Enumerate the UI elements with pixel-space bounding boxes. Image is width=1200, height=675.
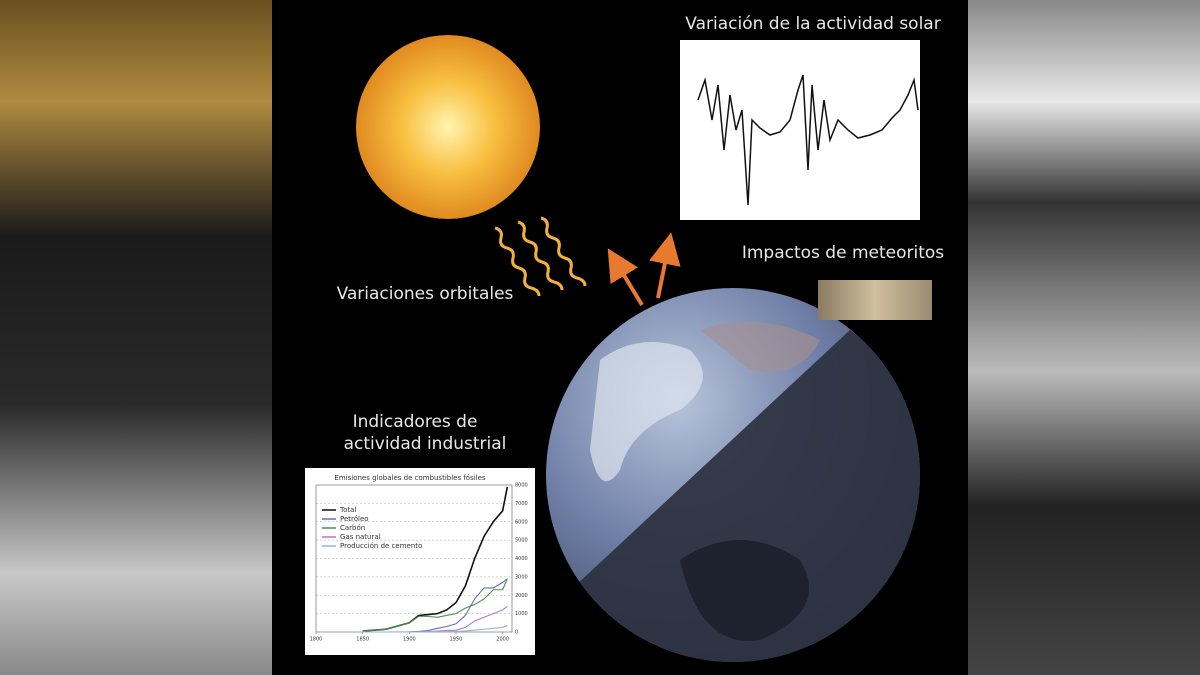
orbital-waves: [494, 216, 587, 297]
legend-label: Gas natural: [340, 533, 381, 541]
y-tick-label: 0: [515, 630, 518, 636]
x-tick-label: 1800: [310, 637, 323, 643]
label: Variaciones orbitales: [337, 284, 514, 304]
y-tick-label: 7000: [515, 501, 528, 507]
x-tick-label: 1950: [450, 637, 463, 643]
legend-label: Producción de cemento: [340, 542, 422, 550]
label: actividad industrial: [344, 434, 507, 454]
y-tick-label: 2000: [515, 593, 528, 599]
solar-signal: [697, 74, 919, 206]
y-tick-label: 8000: [515, 483, 528, 489]
sun: [356, 35, 540, 219]
blurred-side: [0, 0, 272, 675]
blurred-side: [968, 0, 1200, 675]
reflection-arrow: [607, 248, 644, 307]
y-tick-label: 6000: [515, 519, 528, 525]
legend-label: Carbón: [340, 524, 365, 532]
meteorite-photo: [818, 280, 932, 320]
reflection-arrow: [649, 232, 681, 299]
emissions-chart: 0 1000 2000 3000 4000 5000 6000 7000 8000 1800 185…: [310, 483, 528, 643]
label: Indicadores de: [353, 412, 478, 432]
x-tick-label: 1900: [403, 637, 416, 643]
legend-label: Petróleo: [340, 515, 369, 523]
series-line: [362, 625, 508, 633]
y-tick-label: 1000: [515, 611, 528, 617]
legend-label: Total: [339, 506, 356, 514]
label: Variación de la actividad solar: [685, 14, 940, 34]
x-tick-label: 2000: [496, 637, 509, 643]
series-line: [362, 578, 508, 632]
x-tick-label: 1850: [356, 637, 369, 643]
solar-chart-frame: [680, 40, 920, 220]
y-tick-label: 4000: [515, 556, 528, 562]
label: Impactos de meteoritos: [742, 243, 944, 263]
chart-title: Emisiones globales de combustibles fósil…: [334, 474, 486, 482]
earth: [546, 288, 920, 662]
y-tick-label: 5000: [515, 538, 528, 544]
emissions-chart-frame: [305, 468, 535, 655]
y-tick-label: 3000: [515, 574, 528, 580]
